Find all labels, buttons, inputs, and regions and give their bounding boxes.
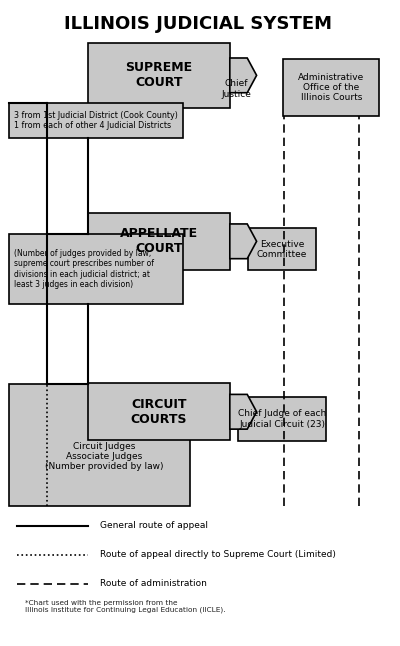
FancyBboxPatch shape xyxy=(9,103,182,138)
Text: Route of administration: Route of administration xyxy=(100,579,207,588)
FancyBboxPatch shape xyxy=(238,397,326,441)
Polygon shape xyxy=(230,224,257,258)
Text: (Number of judges provided by law;
supreme court prescribes number of
divisions : (Number of judges provided by law; supre… xyxy=(14,249,154,289)
Text: General route of appeal: General route of appeal xyxy=(100,521,208,530)
Text: 3 from 1st Judicial District (Cook County)
1 from each of other 4 Judicial Distr: 3 from 1st Judicial District (Cook Count… xyxy=(14,111,178,130)
FancyBboxPatch shape xyxy=(88,43,230,107)
Text: SUPREME
COURT: SUPREME COURT xyxy=(125,61,192,89)
FancyBboxPatch shape xyxy=(88,213,230,269)
Text: CIRCUIT
COURTS: CIRCUIT COURTS xyxy=(131,398,187,426)
Polygon shape xyxy=(230,58,257,93)
Text: Chief
Justice: Chief Justice xyxy=(222,79,252,99)
Text: *Chart used with the permission from the
Illinois Institute for Continuing Legal: *Chart used with the permission from the… xyxy=(25,599,226,613)
Text: Executive
Committee: Executive Committee xyxy=(257,240,307,259)
Text: ILLINOIS JUDICIAL SYSTEM: ILLINOIS JUDICIAL SYSTEM xyxy=(64,15,332,33)
FancyBboxPatch shape xyxy=(9,384,190,506)
FancyBboxPatch shape xyxy=(9,234,182,304)
Text: Administrative
Office of the
Illinois Courts: Administrative Office of the Illinois Co… xyxy=(298,73,364,103)
FancyBboxPatch shape xyxy=(88,384,230,440)
Text: APPELLATE
COURT: APPELLATE COURT xyxy=(120,227,198,255)
Polygon shape xyxy=(230,395,257,429)
Text: Route of appeal directly to Supreme Court (Limited): Route of appeal directly to Supreme Cour… xyxy=(100,550,336,559)
FancyBboxPatch shape xyxy=(248,229,316,270)
Text: Circuit Judges
Associate Judges
(Number provided by law): Circuit Judges Associate Judges (Number … xyxy=(44,442,163,472)
FancyBboxPatch shape xyxy=(283,59,380,116)
Text: Chief Judge of each
Judicial Circuit (23): Chief Judge of each Judicial Circuit (23… xyxy=(238,409,326,428)
